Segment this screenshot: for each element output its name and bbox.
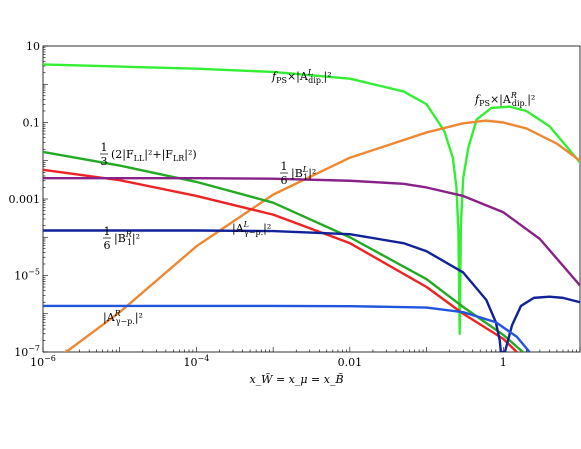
annotation-fps_AR: fPS×|AR dip.|² (474, 91, 535, 108)
fraction-numerator: 1 (101, 141, 108, 154)
annotation-text: |AR γ−p.|² (103, 309, 143, 326)
annotation-F_combo: 13(2|FLL|²+|FLR|²) (100, 141, 197, 168)
tick-label: 10−6 (30, 354, 56, 369)
fraction-numerator: 1 (104, 225, 111, 238)
annotation-AgpL: |AL γ−p.|² (232, 220, 271, 237)
tick-label: 1 (500, 356, 507, 369)
annotation-text: |AL γ−p.|² (232, 220, 271, 237)
fraction-denominator: 6 (104, 239, 111, 252)
annotation-fps_AL: fPS×|AL dip.|² (271, 68, 332, 85)
tick-label: 10−4 (184, 354, 210, 369)
series-line-fps_AR (64, 119, 580, 352)
axis-ticks (42, 45, 581, 353)
x-axis-title: x_W̃ = x_μ = x_B̃ (249, 373, 343, 386)
annotation-text: |BL 1|² (291, 165, 316, 182)
tick-labels: 10−6 10−4 0.01 1 10 0.1 0.001 10−5 10−7 (9, 40, 507, 369)
annotation-text: fPS×|AR dip.|² (474, 91, 535, 108)
tick-label: 10−7 (14, 344, 40, 359)
annotation-AgpR: |AR γ−p.|² (103, 309, 143, 326)
tick-label: 0.01 (338, 356, 363, 369)
tick-label: 10−5 (14, 268, 40, 283)
fraction-numerator: 1 (281, 160, 288, 173)
series-line-B1R (43, 229, 580, 352)
annotation-text: (2|FLL|²+|FLR|²) (111, 148, 197, 163)
series-line-F_combo (43, 150, 525, 352)
series-group (43, 63, 580, 352)
tick-label: 0.001 (9, 193, 41, 206)
fraction-denominator: 3 (101, 155, 108, 168)
annotation-B1L: 16|BL 1|² (280, 160, 316, 187)
tick-label: 0.1 (23, 117, 41, 130)
annotation-B1R: 16|BR 1|² (103, 225, 140, 252)
annotation-text: |BR 1|² (114, 230, 140, 247)
annotation-text: fPS×|AL dip.|² (271, 68, 332, 85)
series-line-fps_AL (43, 63, 580, 335)
fraction-denominator: 6 (281, 174, 288, 187)
series-line-red (43, 168, 518, 352)
tick-label: 10 (26, 40, 40, 53)
series-line-B1L (43, 176, 580, 287)
series-line-AgpR (43, 304, 531, 352)
